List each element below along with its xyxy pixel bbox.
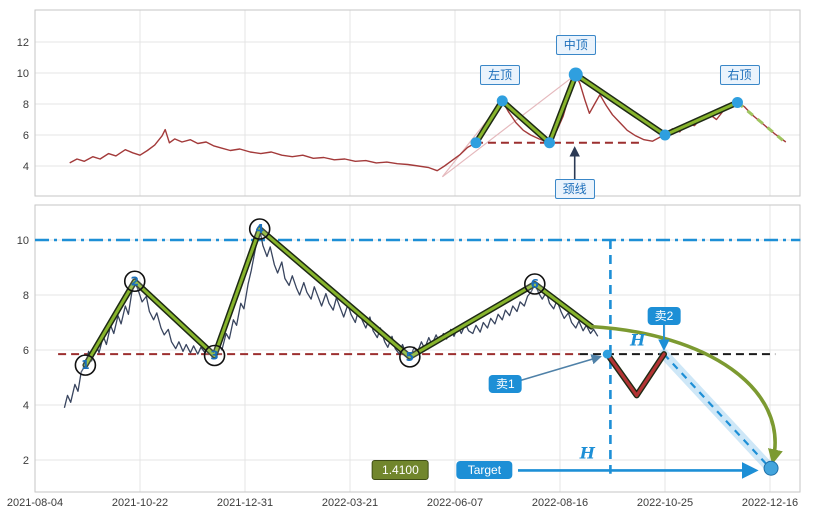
h-upper-label: H — [630, 330, 646, 350]
pivot-circle — [399, 346, 421, 368]
mid-top-label: 中顶 — [555, 35, 596, 56]
projection-curve — [591, 324, 783, 465]
price-target-badge: 1.4100 — [372, 460, 429, 481]
sell2-badge: 卖2 — [647, 306, 681, 325]
upper-zigzag — [474, 73, 739, 145]
pivot-number: 3 — [210, 349, 218, 363]
pivot-number: 4 — [256, 222, 264, 236]
x-tick-label: 2022-03-21 — [322, 497, 378, 509]
pivot-dot — [731, 96, 743, 108]
pivot-circle — [123, 270, 146, 293]
x-tick-label: 2022-12-16 — [742, 497, 798, 509]
x-tick-label: 2022-06-07 — [427, 497, 483, 509]
y-tick-label: 10 — [17, 235, 29, 247]
y-tick-label: 10 — [17, 68, 29, 80]
right-top-label: 右顶 — [719, 65, 760, 86]
pivot-number: 5 — [406, 350, 414, 364]
pivot-circle — [203, 344, 226, 367]
pivot-dot — [470, 137, 482, 149]
y-tick-label: 4 — [23, 161, 29, 173]
pivot-dot — [659, 129, 671, 141]
y-tick-label: 12 — [17, 37, 29, 49]
main-zigzag — [83, 227, 593, 367]
y-tick-label: 8 — [23, 290, 29, 302]
lower-panel-frame — [34, 204, 801, 493]
target-badge: Target — [456, 461, 513, 480]
neckline-label: 颈线 — [554, 179, 595, 200]
pivot-number: 2 — [131, 274, 139, 288]
upper-zigzag-forecast — [736, 101, 787, 144]
price-series — [63, 228, 599, 408]
y-tick-label: 2 — [23, 455, 29, 467]
breakout-dot — [602, 349, 612, 359]
pivot-number: 1 — [81, 358, 89, 372]
x-tick-label: 2021-08-04 — [7, 497, 63, 509]
measured-move-band — [658, 349, 774, 472]
pivot-circle — [523, 273, 546, 295]
y-tick-label: 6 — [23, 345, 29, 357]
pivot-number: 6 — [531, 277, 539, 291]
pivot-circle — [74, 354, 97, 376]
y-tick-label: 6 — [23, 130, 29, 142]
target-dot — [763, 460, 779, 476]
left-top-label: 左顶 — [480, 65, 521, 86]
sell1-arrow — [520, 354, 602, 382]
x-tick-label: 2022-08-16 — [532, 497, 588, 509]
pivot-circle — [248, 218, 271, 240]
x-tick-label: 2021-12-31 — [217, 497, 273, 509]
pivot-dot — [496, 95, 508, 107]
y-tick-label: 8 — [23, 99, 29, 111]
y-tick-label: 4 — [23, 400, 29, 412]
pivot-dot — [568, 67, 583, 82]
upper-panel-frame — [34, 9, 801, 197]
x-tick-label: 2022-10-25 — [637, 497, 693, 509]
pivot-dot — [544, 137, 555, 149]
h-lower-label: H — [579, 443, 595, 463]
sell1-badge: 卖1 — [489, 375, 522, 394]
pullback-v — [605, 352, 666, 397]
x-tick-label: 2021-10-22 — [112, 497, 168, 509]
pullback-outline — [604, 351, 667, 399]
trendline — [442, 73, 578, 178]
upper-price-line — [69, 73, 787, 172]
